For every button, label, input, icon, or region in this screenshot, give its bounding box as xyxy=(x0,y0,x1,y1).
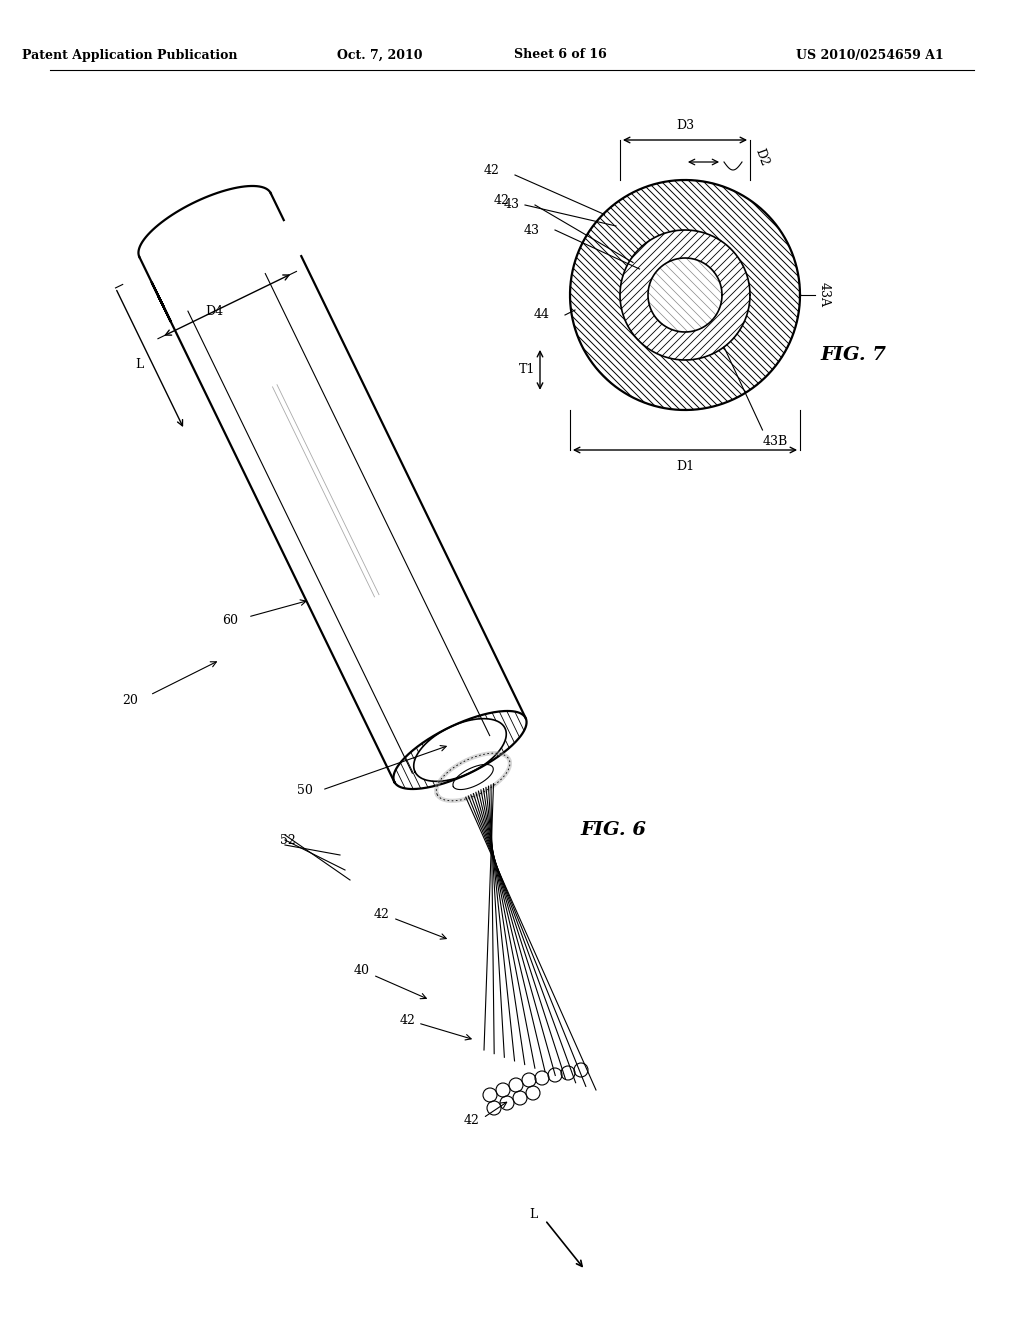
Text: 20: 20 xyxy=(122,693,138,706)
Text: D1: D1 xyxy=(676,459,694,473)
Text: 42: 42 xyxy=(374,908,390,921)
Text: T1: T1 xyxy=(518,363,535,376)
Text: D4: D4 xyxy=(206,305,223,318)
Text: L: L xyxy=(135,358,143,371)
Text: Patent Application Publication: Patent Application Publication xyxy=(23,49,238,62)
Text: 43B: 43B xyxy=(763,436,787,447)
Text: D2: D2 xyxy=(752,147,770,168)
Text: FIG. 7: FIG. 7 xyxy=(820,346,886,364)
Text: 44: 44 xyxy=(534,309,550,322)
Text: FIG. 6: FIG. 6 xyxy=(580,821,646,840)
Text: Oct. 7, 2010: Oct. 7, 2010 xyxy=(337,49,423,62)
Text: 42: 42 xyxy=(464,1114,480,1126)
Text: 40: 40 xyxy=(354,964,370,977)
Text: 43A: 43A xyxy=(818,282,831,308)
Text: 43: 43 xyxy=(504,198,520,211)
Text: 50: 50 xyxy=(297,784,313,796)
Text: 43: 43 xyxy=(524,223,540,236)
Text: 42: 42 xyxy=(484,164,500,177)
Text: D3: D3 xyxy=(676,119,694,132)
Text: 60: 60 xyxy=(222,614,238,627)
Text: 42: 42 xyxy=(399,1014,415,1027)
Text: L: L xyxy=(528,1209,538,1221)
Text: Sheet 6 of 16: Sheet 6 of 16 xyxy=(514,49,606,62)
Text: 42: 42 xyxy=(495,194,510,206)
Text: US 2010/0254659 A1: US 2010/0254659 A1 xyxy=(796,49,944,62)
Text: 52: 52 xyxy=(280,833,296,846)
